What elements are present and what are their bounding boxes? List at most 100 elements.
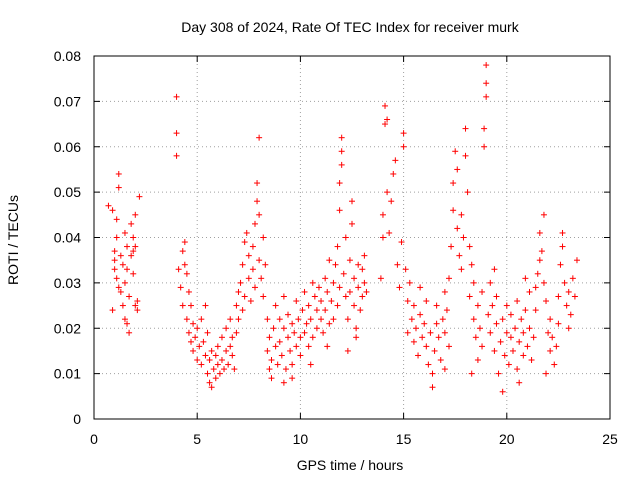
data-point	[276, 316, 283, 323]
data-point	[214, 361, 221, 368]
plot-frame	[93, 55, 611, 420]
data-point	[462, 152, 469, 159]
data-point	[200, 338, 207, 345]
data-point	[340, 270, 347, 277]
data-point	[313, 307, 320, 314]
data-point	[538, 248, 545, 255]
data-point	[285, 311, 292, 318]
data-point	[206, 357, 213, 364]
data-point	[289, 375, 296, 382]
data-point	[121, 229, 128, 236]
data-point	[342, 234, 349, 241]
data-point	[130, 248, 137, 255]
data-point	[173, 93, 180, 100]
data-point	[188, 338, 195, 345]
data-point	[499, 316, 506, 323]
data-point	[516, 379, 523, 386]
data-point	[130, 270, 137, 277]
data-point	[334, 243, 341, 250]
data-point	[534, 270, 541, 277]
data-point	[483, 80, 490, 87]
x-tick-label: 5	[193, 431, 201, 447]
data-point	[245, 252, 252, 259]
data-point	[322, 307, 329, 314]
data-point	[479, 288, 486, 295]
data-point	[109, 207, 116, 214]
data-point	[384, 116, 391, 123]
data-point	[119, 261, 126, 268]
data-point	[105, 202, 112, 209]
data-point	[470, 316, 477, 323]
x-tick-label: 10	[293, 431, 309, 447]
data-point	[377, 275, 384, 282]
data-point	[359, 293, 366, 300]
data-point	[303, 320, 310, 327]
data-point	[349, 198, 355, 205]
data-point	[400, 143, 407, 150]
data-point	[334, 302, 341, 309]
data-point	[210, 366, 217, 373]
data-point	[507, 311, 514, 318]
data-point	[117, 252, 124, 259]
data-point	[429, 384, 436, 391]
y-tick-label: 0.03	[54, 275, 81, 291]
x-tick-label: 20	[499, 431, 515, 447]
data-point	[188, 302, 195, 309]
data-point	[258, 275, 265, 282]
y-tick-label: 0.08	[54, 48, 81, 64]
data-point	[233, 302, 240, 309]
data-point	[266, 366, 273, 373]
data-point	[247, 298, 254, 305]
data-point	[249, 243, 256, 250]
data-point	[468, 370, 475, 377]
data-point	[466, 293, 473, 300]
data-point	[565, 288, 572, 295]
data-point	[297, 334, 304, 341]
data-point	[528, 357, 535, 364]
data-point	[481, 125, 488, 132]
data-point	[353, 334, 360, 341]
data-point	[472, 334, 479, 341]
data-point	[390, 170, 397, 177]
data-point	[423, 298, 430, 305]
data-point	[417, 311, 424, 318]
data-point	[311, 293, 318, 300]
data-point	[563, 302, 570, 309]
y-axis-label: ROTI / TECUs	[5, 195, 21, 285]
data-point	[225, 361, 232, 368]
x-axis-label: GPS time / hours	[297, 457, 404, 473]
data-points	[105, 62, 580, 395]
data-point	[476, 325, 483, 332]
data-point	[512, 325, 519, 332]
x-tick-label: 15	[396, 431, 412, 447]
data-point	[462, 125, 469, 132]
data-point	[336, 207, 343, 214]
data-point	[483, 93, 490, 100]
data-point	[235, 316, 242, 323]
data-point	[324, 288, 331, 295]
data-point	[192, 334, 199, 341]
data-point	[450, 180, 457, 187]
data-point	[384, 189, 391, 196]
data-point	[190, 320, 197, 327]
data-point	[351, 302, 358, 309]
data-point	[555, 320, 562, 327]
data-point	[551, 361, 558, 368]
data-point	[126, 329, 133, 336]
data-point	[353, 325, 360, 332]
data-point	[410, 302, 417, 309]
data-point	[278, 352, 285, 359]
y-tick-labels: 0 0.01 0.02 0.03 0.04 0.05 0.06 0.07 0.08	[54, 48, 81, 427]
data-point	[425, 361, 432, 368]
data-point	[202, 302, 209, 309]
data-point	[313, 325, 320, 332]
data-point	[223, 347, 230, 354]
data-point	[206, 379, 213, 386]
data-point	[119, 302, 126, 309]
data-point	[223, 325, 230, 332]
data-point	[130, 234, 137, 241]
data-point	[437, 357, 444, 364]
data-point	[342, 293, 349, 300]
data-point	[270, 325, 277, 332]
data-point	[495, 370, 502, 377]
